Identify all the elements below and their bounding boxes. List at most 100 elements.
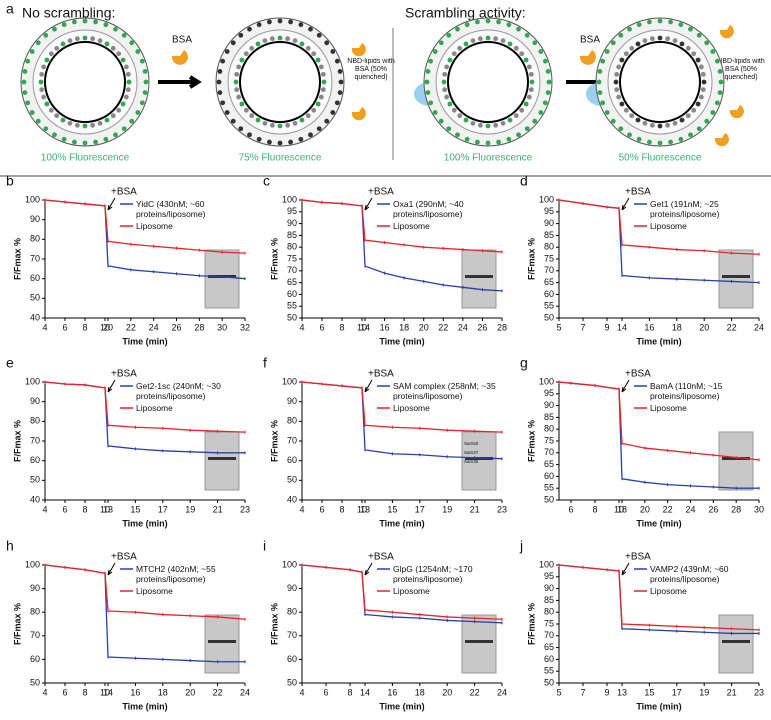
legend-label: SAM complex (258nM; ~35 proteins/liposom… xyxy=(393,381,496,401)
lipid xyxy=(446,126,452,132)
x-tick-label: 8 xyxy=(82,687,87,697)
lipid xyxy=(642,38,648,44)
y-tick-label: 95 xyxy=(544,388,554,398)
y-tick-label: 40 xyxy=(30,312,40,322)
lipid xyxy=(647,139,652,145)
y-tick-label: 50 xyxy=(544,677,554,687)
y-axis-title: F/Fmax % xyxy=(269,420,279,462)
annotation: +BSA xyxy=(111,369,137,380)
blot-inset xyxy=(461,249,497,309)
lipid xyxy=(524,32,530,38)
lipid xyxy=(545,69,551,74)
annotation: +BSA xyxy=(368,552,394,563)
x-tick-label: 7 xyxy=(580,687,585,697)
x-tick-label: 22 xyxy=(470,687,480,697)
y-tick-label: 85 xyxy=(544,412,554,422)
y-tick-label: 70 xyxy=(544,265,554,275)
lipid xyxy=(618,126,624,132)
lipid xyxy=(496,139,501,145)
annotation-arrow xyxy=(621,379,630,393)
annotation-arrow xyxy=(107,197,116,211)
lipid xyxy=(233,79,239,85)
lipid xyxy=(597,69,603,74)
y-tick-label: 50 xyxy=(30,293,40,303)
lipid xyxy=(532,40,538,46)
legend-label: Liposome xyxy=(650,586,687,596)
y-tick-label: 80 xyxy=(287,607,297,617)
reagent-label: BSA xyxy=(172,35,192,46)
y-tick-label: 90 xyxy=(544,218,554,228)
x-tick-label: 19 xyxy=(442,504,452,514)
legend-label: YidC (430nM; ~60 proteins/liposome) xyxy=(136,199,206,219)
legend-label: Liposome xyxy=(393,403,430,413)
bsa-icon xyxy=(714,133,729,147)
lipid xyxy=(142,69,148,74)
y-tick-label: 100 xyxy=(282,376,297,386)
lipid xyxy=(464,22,470,28)
lipid xyxy=(126,79,132,85)
lipid xyxy=(224,110,230,115)
lipid xyxy=(542,100,548,106)
legend-label: Liposome xyxy=(650,221,687,231)
lipid xyxy=(104,41,110,47)
lipid xyxy=(475,139,480,145)
lipid xyxy=(528,71,534,77)
lipid xyxy=(256,136,262,142)
legend-label: BamA (110nM; ~15 proteins/liposome) xyxy=(650,381,723,401)
y-tick-label: 75 xyxy=(544,618,554,628)
y-tick-label: 60 xyxy=(544,654,554,664)
lipid xyxy=(529,79,535,85)
vesicle-inner xyxy=(44,41,126,123)
annotation: +BSA xyxy=(625,187,651,198)
legend-entry: Liposome xyxy=(393,221,430,231)
lipid xyxy=(72,139,77,145)
blot-band xyxy=(722,275,750,278)
legend-entry: SAM complex (258nM; ~35 proteins/liposom… xyxy=(393,381,496,401)
lipid xyxy=(230,40,236,46)
lipid xyxy=(113,132,118,138)
lipid xyxy=(500,120,506,126)
x-axis-title: Time (min) xyxy=(379,518,424,528)
lipid xyxy=(67,38,73,44)
legend-entry: Liposome xyxy=(136,403,173,413)
line-series xyxy=(558,199,760,255)
x-tick-label: 22 xyxy=(438,322,448,332)
lipid xyxy=(315,57,321,63)
blot-inset xyxy=(718,614,754,674)
x-tick-label: 10 xyxy=(357,322,367,332)
y-tick-label: 80 xyxy=(287,416,297,426)
lipid xyxy=(538,49,544,54)
legend-label: Get2-1sc (240nM; ~30 proteins/liposome) xyxy=(136,381,221,401)
x-tick-label: 7 xyxy=(580,322,585,332)
lipid xyxy=(93,19,98,25)
fluorescence-label: 100% Fluorescence xyxy=(41,153,130,164)
lipid xyxy=(613,79,619,85)
x-tick-label: 5 xyxy=(556,687,561,697)
y-tick-label: 100 xyxy=(282,194,297,204)
lipid xyxy=(116,107,122,113)
lipid xyxy=(262,38,268,44)
lipid xyxy=(629,113,635,119)
x-tick-label: 16 xyxy=(387,687,397,697)
lipid xyxy=(308,132,313,138)
lipid xyxy=(647,19,652,25)
fluorescence-label: 100% Fluorescence xyxy=(444,153,533,164)
annotation: +BSA xyxy=(368,369,394,380)
lipid xyxy=(305,113,311,119)
x-tick-label: 4 xyxy=(42,322,47,332)
x-tick-label: 6 xyxy=(62,687,67,697)
lipid xyxy=(545,90,551,95)
lipid xyxy=(485,35,491,41)
y-axis-title: F/Fmax % xyxy=(12,603,22,645)
lipid xyxy=(513,45,519,51)
y-tick-label: 90 xyxy=(544,583,554,593)
lipid xyxy=(428,58,434,64)
lipid xyxy=(82,123,88,129)
line-series xyxy=(44,564,246,620)
lipid xyxy=(61,22,67,28)
lipid xyxy=(292,120,298,126)
x-tick-label: 30 xyxy=(754,504,764,514)
y-tick-label: 100 xyxy=(539,559,554,569)
